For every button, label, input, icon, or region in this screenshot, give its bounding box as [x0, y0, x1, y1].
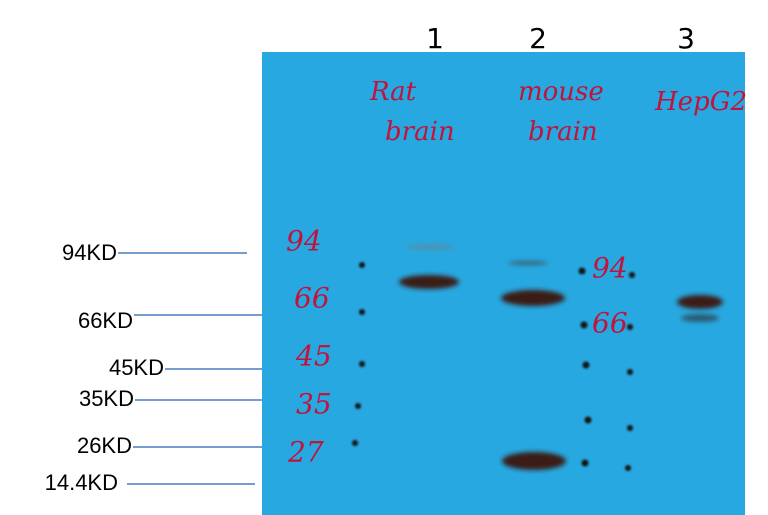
ladder-note: 94: [286, 225, 322, 258]
sample-label: Rat: [369, 77, 417, 107]
ladder-note: 66: [294, 282, 330, 315]
marker-label: 26KD: [77, 433, 132, 458]
marker-label: 94KD: [62, 240, 117, 265]
ladder-note: 66: [592, 307, 628, 340]
sample-label: brain: [385, 117, 455, 147]
ladder-note: 45: [295, 340, 332, 373]
ladder-note: 35: [296, 388, 332, 421]
lane-number: 1: [426, 22, 444, 55]
bands: [399, 245, 723, 470]
ladder-note: 94: [592, 252, 628, 285]
lane-number: 3: [677, 22, 695, 55]
marker-label: 14.4KD: [45, 470, 118, 495]
marker-label: 35KD: [79, 386, 134, 411]
ladder-note: 27: [287, 436, 324, 469]
sample-label: mouse: [518, 77, 604, 107]
lane-number: 2: [529, 22, 547, 55]
sample-label: HepG2: [654, 87, 747, 117]
membrane: [262, 52, 745, 515]
ladder-dots: [352, 262, 635, 471]
sample-label: brain: [528, 117, 598, 147]
marker-label: 45KD: [109, 355, 164, 380]
marker-label: 66KD: [78, 308, 133, 333]
